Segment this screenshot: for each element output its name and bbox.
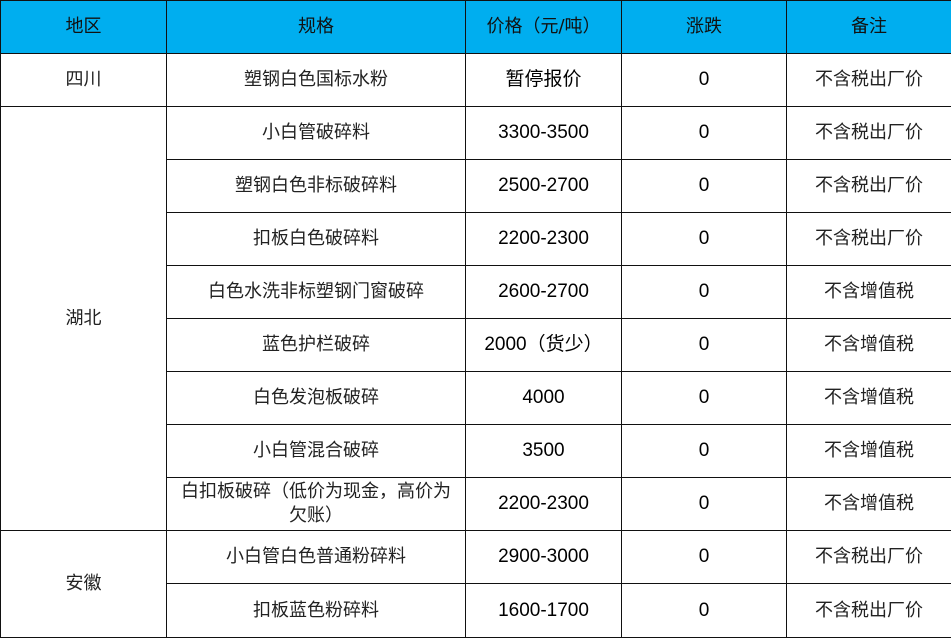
note-cell: 不含增值税 bbox=[787, 319, 951, 372]
change-cell: 0 bbox=[622, 54, 787, 107]
spec-cell: 塑钢白色国标水粉 bbox=[167, 54, 466, 107]
spec-cell: 蓝色护栏破碎 bbox=[167, 319, 466, 372]
price-cell: 2500-2700 bbox=[466, 160, 622, 213]
note-cell: 不含税出厂价 bbox=[787, 160, 951, 213]
spec-cell: 塑钢白色非标破碎料 bbox=[167, 160, 466, 213]
price-cell: 2900-3000 bbox=[466, 531, 622, 584]
change-cell: 0 bbox=[622, 319, 787, 372]
price-cell: 3500 bbox=[466, 425, 622, 478]
note-cell: 不含税出厂价 bbox=[787, 584, 951, 638]
price-cell: 2200-2300 bbox=[466, 478, 622, 531]
price-cell: 暂停报价 bbox=[466, 54, 622, 107]
change-cell: 0 bbox=[622, 160, 787, 213]
header-change: 涨跌 bbox=[622, 1, 787, 54]
change-cell: 0 bbox=[622, 531, 787, 584]
spec-cell: 小白管白色普通粉碎料 bbox=[167, 531, 466, 584]
note-cell: 不含增值税 bbox=[787, 372, 951, 425]
header-region: 地区 bbox=[1, 1, 167, 54]
note-cell: 不含税出厂价 bbox=[787, 531, 951, 584]
price-cell: 2600-2700 bbox=[466, 266, 622, 319]
note-cell: 不含税出厂价 bbox=[787, 54, 951, 107]
spec-cell: 小白管混合破碎 bbox=[167, 425, 466, 478]
note-cell: 不含增值税 bbox=[787, 266, 951, 319]
change-cell: 0 bbox=[622, 584, 787, 638]
change-cell: 0 bbox=[622, 107, 787, 160]
change-cell: 0 bbox=[622, 266, 787, 319]
header-note: 备注 bbox=[787, 1, 951, 54]
spec-cell: 白色发泡板破碎 bbox=[167, 372, 466, 425]
spec-cell: 扣板蓝色粉碎料 bbox=[167, 584, 466, 638]
price-cell: 2200-2300 bbox=[466, 213, 622, 266]
change-cell: 0 bbox=[622, 372, 787, 425]
region-cell: 安徽 bbox=[1, 531, 167, 638]
spec-cell: 白扣板破碎（低价为现金，高价为欠账） bbox=[167, 478, 466, 531]
spec-cell: 小白管破碎料 bbox=[167, 107, 466, 160]
change-cell: 0 bbox=[622, 425, 787, 478]
change-cell: 0 bbox=[622, 478, 787, 531]
header-row: 地区 规格 价格（元/吨） 涨跌 备注 bbox=[1, 1, 951, 54]
note-cell: 不含增值税 bbox=[787, 478, 951, 531]
price-cell: 4000 bbox=[466, 372, 622, 425]
change-cell: 0 bbox=[622, 213, 787, 266]
header-spec: 规格 bbox=[167, 1, 466, 54]
region-cell: 湖北 bbox=[1, 107, 167, 531]
region-cell: 四川 bbox=[1, 54, 167, 107]
price-cell: 1600-1700 bbox=[466, 584, 622, 638]
price-cell: 3300-3500 bbox=[466, 107, 622, 160]
note-cell: 不含增值税 bbox=[787, 425, 951, 478]
header-price: 价格（元/吨） bbox=[466, 1, 622, 54]
note-cell: 不含税出厂价 bbox=[787, 107, 951, 160]
spec-cell: 白色水洗非标塑钢门窗破碎 bbox=[167, 266, 466, 319]
note-cell: 不含税出厂价 bbox=[787, 213, 951, 266]
price-cell: 2000（货少） bbox=[466, 319, 622, 372]
spec-cell: 扣板白色破碎料 bbox=[167, 213, 466, 266]
